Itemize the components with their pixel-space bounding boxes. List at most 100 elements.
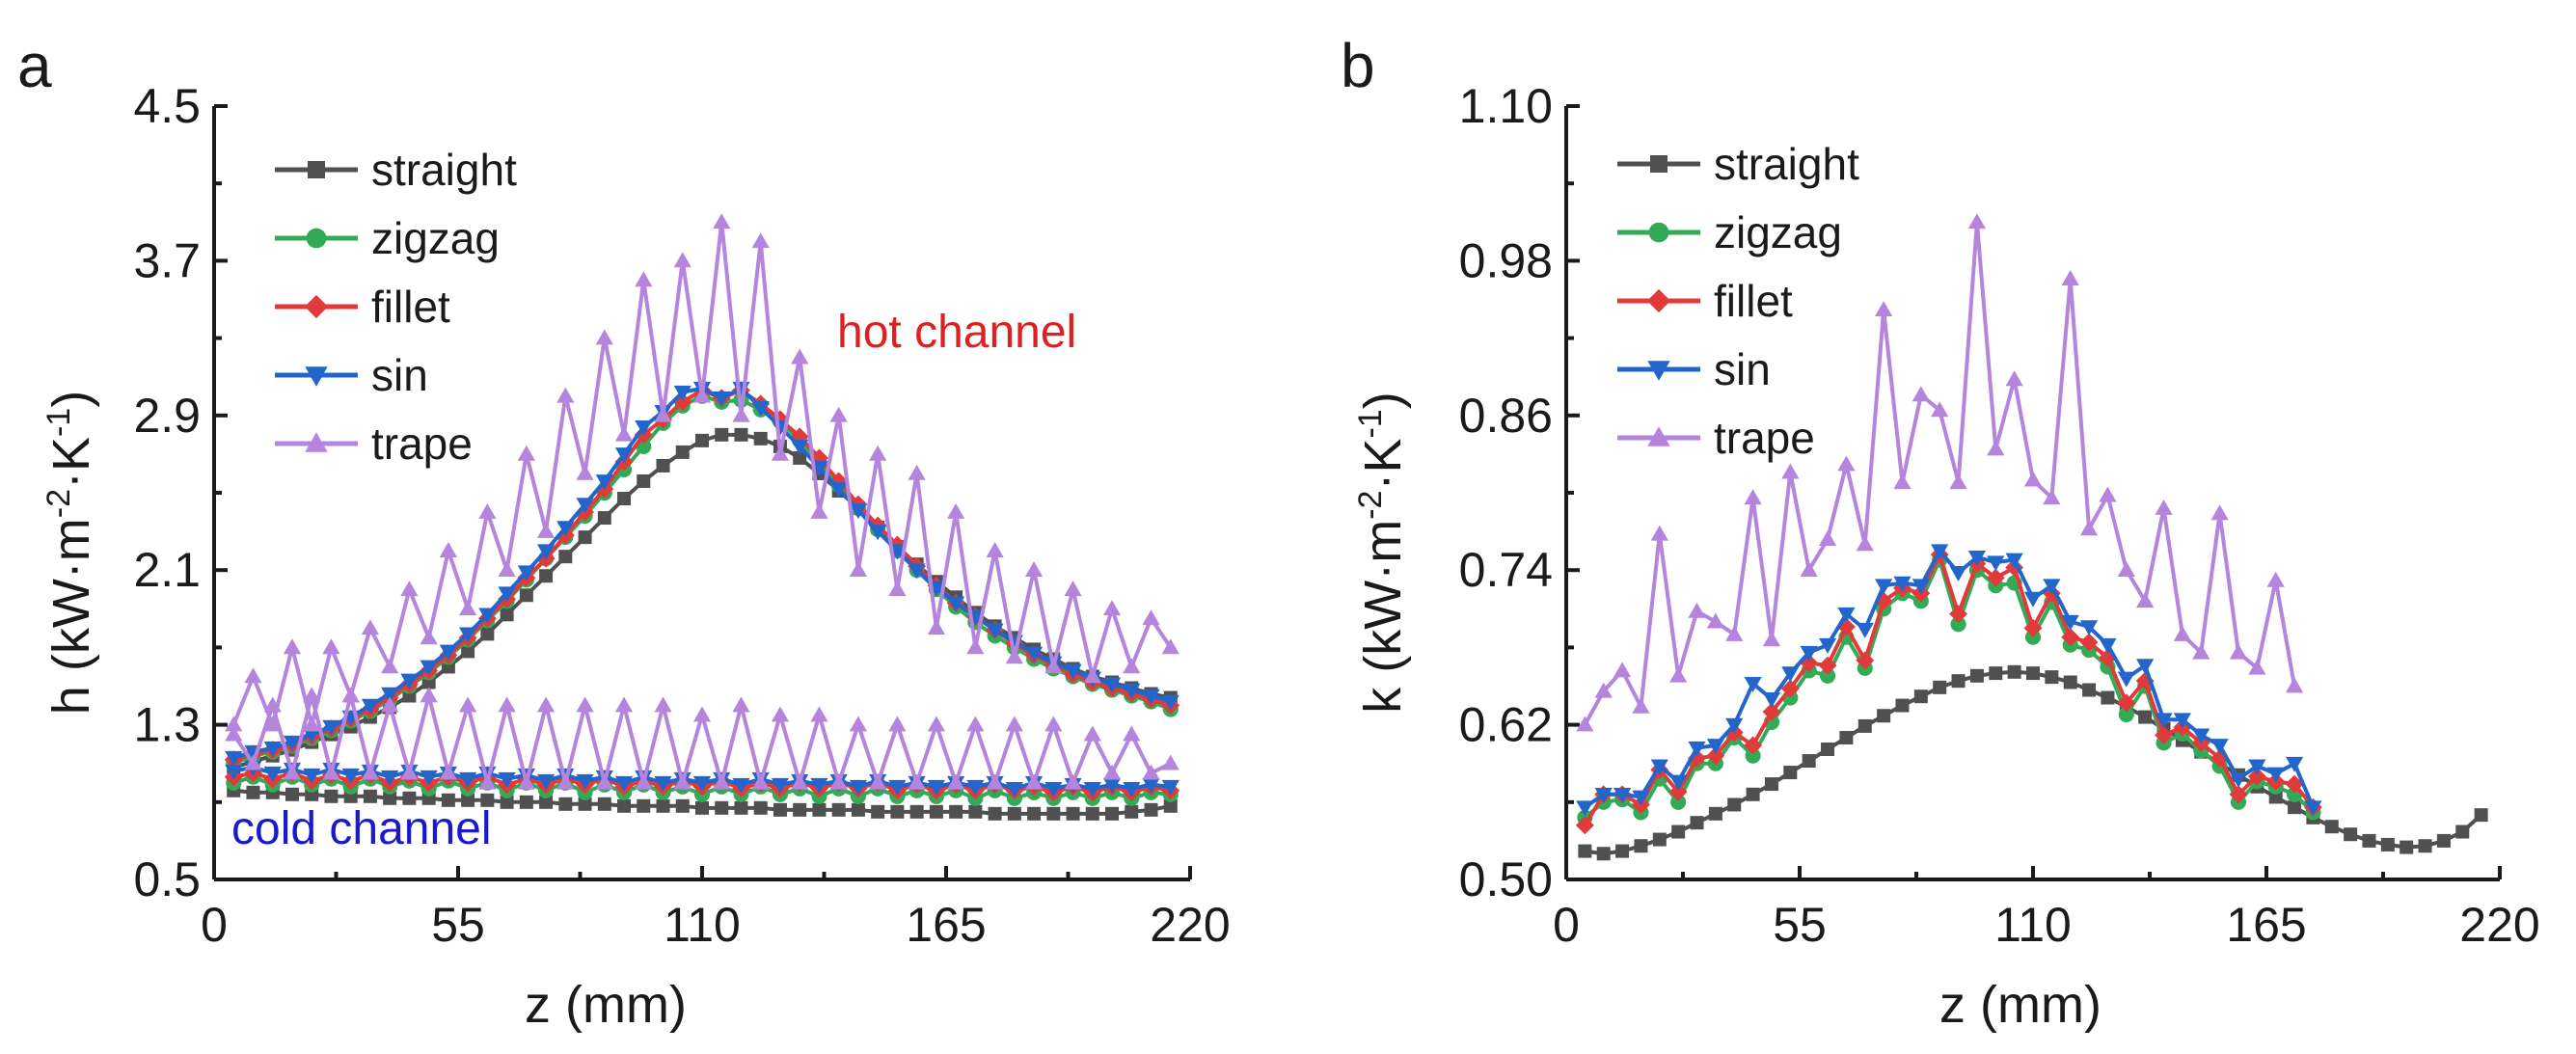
data-point-trape: [1083, 725, 1101, 742]
data-point-trape: [673, 252, 691, 268]
data-point-trape: [1650, 525, 1668, 541]
data-point-trape: [1875, 301, 1893, 317]
data-point-trape: [1083, 667, 1101, 684]
legend: straight zigzag fillet sin trape: [1617, 139, 1859, 463]
data-point-trape: [1800, 561, 1818, 578]
data-point-trape: [420, 687, 438, 703]
data-point-straight: [1027, 806, 1042, 821]
data-point-sin: [1744, 677, 1762, 692]
data-point-straight: [1969, 668, 1984, 683]
data-point-trape: [635, 773, 653, 790]
data-point-sin: [1650, 759, 1668, 775]
series-line-sin: [1584, 549, 2316, 809]
data-point-straight: [324, 789, 339, 803]
data-point-trape: [1818, 530, 1837, 546]
data-point-trape: [1856, 535, 1874, 552]
data-point-fillet: [2098, 648, 2117, 667]
data-point-straight: [909, 804, 924, 819]
data-point-straight: [1105, 806, 1120, 821]
data-point-sin: [1967, 551, 1987, 566]
data-point-straight: [246, 785, 260, 799]
data-point-sin: [1142, 777, 1160, 794]
data-point-sin: [1123, 781, 1141, 797]
data-point-straight: [831, 802, 846, 817]
y-tick-label: 0.5: [133, 852, 201, 906]
data-point-trape: [225, 725, 243, 742]
data-point-sin: [732, 777, 750, 794]
data-point-straight: [500, 608, 514, 622]
data-point-trape: [751, 773, 770, 790]
data-point-sin: [1912, 579, 1930, 595]
legend-label-trape: trape: [1714, 413, 1815, 463]
data-point-sin: [341, 768, 360, 784]
data-point-trape: [1987, 440, 2005, 456]
data-point-straight: [1671, 824, 1686, 839]
data-point-straight: [988, 806, 1002, 821]
data-point-straight: [2101, 690, 2115, 705]
data-point-fillet: [790, 427, 809, 446]
data-point-trape: [2285, 677, 2304, 693]
data-point-straight: [890, 804, 905, 819]
data-point-trape: [927, 716, 945, 732]
data-point-sin: [1893, 576, 1912, 592]
data-point-trape: [2043, 489, 2061, 505]
data-point-sin: [2061, 614, 2079, 631]
data-point-fillet: [1575, 816, 1594, 835]
data-point-straight: [1615, 844, 1630, 858]
data-point-trape: [692, 706, 712, 722]
data-point-fillet: [1744, 736, 1763, 755]
y-tick-label: 0.86: [1459, 389, 1553, 443]
data-point-straight: [2324, 820, 2339, 834]
data-point-straight: [363, 789, 377, 803]
data-point-straight: [1895, 698, 1910, 713]
data-point-straight: [1764, 777, 1778, 792]
legend-marker-straight: [308, 161, 325, 178]
data-point-straight: [871, 804, 885, 819]
data-point-trape: [635, 271, 653, 287]
data-point-straight: [1821, 742, 1835, 756]
data-point-straight: [1066, 806, 1080, 821]
x-tick-label: 0: [1553, 898, 1580, 952]
data-point-sin: [869, 525, 887, 541]
data-point-fillet: [1762, 702, 1781, 721]
y-tick-label: 1.10: [1459, 79, 1553, 133]
data-point-straight: [480, 793, 495, 807]
data-point-straight: [597, 511, 611, 526]
data-point-sin: [576, 498, 594, 514]
data-point-fillet: [1800, 653, 1819, 672]
data-point-sin: [2023, 591, 2043, 608]
data-point-trape: [810, 706, 828, 722]
data-point-straight: [1727, 797, 1742, 812]
data-point-trape: [2192, 643, 2210, 660]
data-point-straight: [2138, 710, 2153, 724]
data-point-trape: [556, 773, 575, 790]
data-point-sin: [2005, 553, 2023, 569]
data-point-trape: [1613, 662, 1632, 678]
data-point-trape: [869, 445, 887, 461]
data-point-straight: [1933, 680, 1947, 694]
data-point-fillet: [1856, 651, 1875, 670]
data-point-straight: [1857, 718, 1872, 733]
series-line-zigzag: [1584, 557, 2315, 820]
data-point-straight: [1007, 806, 1021, 821]
data-point-straight: [1690, 816, 1704, 830]
data-point-sin: [1576, 800, 1594, 817]
data-point-straight: [2344, 827, 2358, 842]
data-point-fillet: [1668, 782, 1688, 801]
data-point-sin: [1161, 694, 1180, 711]
x-tick-label: 110: [1994, 898, 2072, 952]
data-point-trape: [1142, 764, 1160, 780]
legend-item-trape: trape: [275, 419, 473, 469]
data-point-straight: [637, 473, 651, 488]
data-point-sin: [1875, 579, 1893, 595]
data-point-sin: [986, 623, 1004, 639]
data-point-sin: [1669, 774, 1688, 791]
data-point-trape: [947, 773, 965, 790]
data-point-trape: [888, 581, 907, 597]
data-point-sin: [1594, 787, 1613, 803]
series-straight-hot: [227, 427, 1178, 774]
data-point-straight: [1989, 666, 2003, 681]
data-point-straight: [597, 797, 611, 811]
data-point-straight: [949, 804, 963, 819]
legend-label-sin: sin: [371, 350, 428, 400]
